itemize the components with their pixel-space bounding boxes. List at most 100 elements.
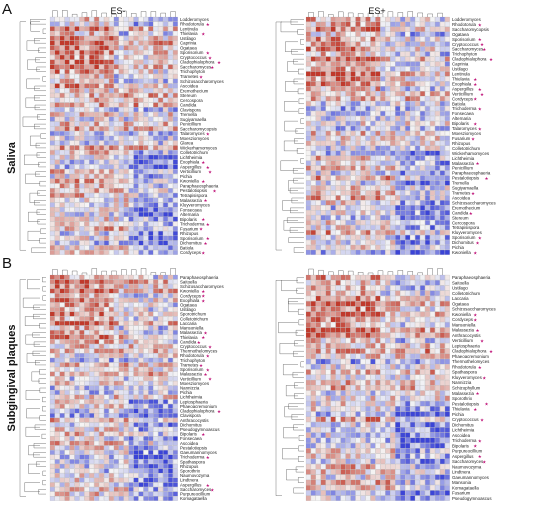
heatmap-cell xyxy=(94,31,100,36)
heatmap-cell xyxy=(94,226,100,231)
heatmap-cell xyxy=(444,316,450,323)
heatmap-cell xyxy=(94,159,100,165)
heatmap-cell xyxy=(365,135,371,141)
heatmap-cell xyxy=(415,316,420,323)
dendrogram-branch xyxy=(131,13,137,17)
heatmap-cell xyxy=(113,376,119,381)
heatmap-cell xyxy=(69,399,75,404)
heatmap-cell xyxy=(340,380,346,386)
heatmap-cell xyxy=(133,293,139,298)
heatmap-cell xyxy=(375,274,381,281)
heatmap-cell xyxy=(133,376,139,381)
heatmap-cell xyxy=(84,334,90,340)
heatmap-cell xyxy=(315,220,321,226)
heatmap-cell xyxy=(123,159,129,165)
heatmap-cell xyxy=(79,330,85,335)
heatmap-cell xyxy=(49,212,55,217)
heatmap-cell xyxy=(123,274,129,280)
heatmap-cell xyxy=(405,285,411,291)
heatmap-cell xyxy=(365,369,371,375)
heatmap-cell xyxy=(104,250,109,255)
heatmap-cell xyxy=(173,112,178,117)
heatmap-cell xyxy=(89,40,95,46)
heatmap-cell xyxy=(79,427,85,432)
heatmap-cell xyxy=(360,332,366,338)
heatmap-cell xyxy=(330,126,336,131)
heatmap-cell xyxy=(390,210,396,216)
heatmap-cell xyxy=(360,245,366,250)
heatmap-cell xyxy=(335,185,341,191)
heatmap-cell xyxy=(385,160,391,166)
heatmap-cell xyxy=(400,316,406,323)
heatmap-cell xyxy=(350,285,356,291)
row-label: Kluyveromyces xyxy=(452,230,483,235)
heatmap-cell xyxy=(400,86,406,92)
heatmap-cell xyxy=(99,212,104,217)
heatmap-cell xyxy=(54,311,60,317)
heatmap-cell xyxy=(168,482,173,487)
heatmap-cell xyxy=(148,150,154,155)
heatmap-cell xyxy=(360,31,366,37)
heatmap-cell xyxy=(173,422,178,427)
heatmap-cell xyxy=(439,190,445,196)
heatmap-cell xyxy=(158,88,164,93)
heatmap-cell xyxy=(153,311,159,317)
heatmap-cell xyxy=(425,71,430,77)
heatmap-cell xyxy=(109,221,114,227)
heatmap-cell xyxy=(385,116,391,121)
heatmap-cell xyxy=(345,353,351,359)
heatmap-cell xyxy=(439,235,445,240)
heatmap-cell xyxy=(158,250,164,255)
heatmap-cell xyxy=(118,88,124,93)
heatmap-cell xyxy=(133,159,139,165)
heatmap-cell xyxy=(430,145,435,151)
heatmap-cell xyxy=(330,200,336,206)
heatmap-cell xyxy=(305,106,311,111)
heatmap-cell xyxy=(153,178,159,184)
heatmap-cell xyxy=(360,96,366,102)
heatmap-cell xyxy=(59,78,65,84)
heatmap-cell xyxy=(84,159,90,165)
heatmap-cell xyxy=(335,225,341,230)
heatmap-cell xyxy=(400,348,406,354)
heatmap-cell xyxy=(163,408,168,414)
heatmap-cell xyxy=(158,464,164,469)
row-label: Verticillium xyxy=(180,169,201,174)
dendrogram-branch xyxy=(42,277,46,283)
heatmap-cell xyxy=(444,364,450,370)
heatmap-cell xyxy=(113,413,119,418)
heatmap-cell xyxy=(305,359,311,365)
heatmap-cell xyxy=(113,440,119,446)
heatmap-cell xyxy=(380,374,386,380)
heatmap-cell xyxy=(84,297,90,303)
heatmap-cell xyxy=(99,404,104,409)
heatmap-cell xyxy=(365,306,371,312)
heatmap-cell xyxy=(390,56,396,62)
row-label: Trametes xyxy=(180,362,199,367)
heatmap-cell xyxy=(173,436,178,441)
heatmap-cell xyxy=(64,97,70,103)
heatmap-cell xyxy=(69,464,75,469)
heatmap-cell xyxy=(168,159,173,165)
heatmap-cell xyxy=(425,130,430,136)
heatmap-cell xyxy=(355,306,361,312)
heatmap-cell xyxy=(430,91,435,97)
heatmap-cell xyxy=(355,51,361,57)
heatmap-cell xyxy=(153,334,159,340)
heatmap-cell xyxy=(128,288,134,294)
heatmap-cell xyxy=(390,316,396,323)
heatmap-cell xyxy=(158,131,164,136)
heatmap-cell xyxy=(385,56,391,62)
heatmap-cell xyxy=(405,51,411,57)
heatmap-cell xyxy=(395,140,401,146)
heatmap-cell xyxy=(54,321,60,326)
heatmap-cell xyxy=(335,240,341,245)
heatmap-cell xyxy=(305,96,311,102)
dendrogram-branch xyxy=(25,334,40,345)
heatmap-cell xyxy=(113,302,119,308)
heatmap-cell xyxy=(104,16,109,22)
heatmap-cell xyxy=(315,274,321,281)
heatmap-cell xyxy=(143,473,149,478)
heatmap-cell xyxy=(89,344,95,349)
heatmap-cell xyxy=(79,311,85,317)
